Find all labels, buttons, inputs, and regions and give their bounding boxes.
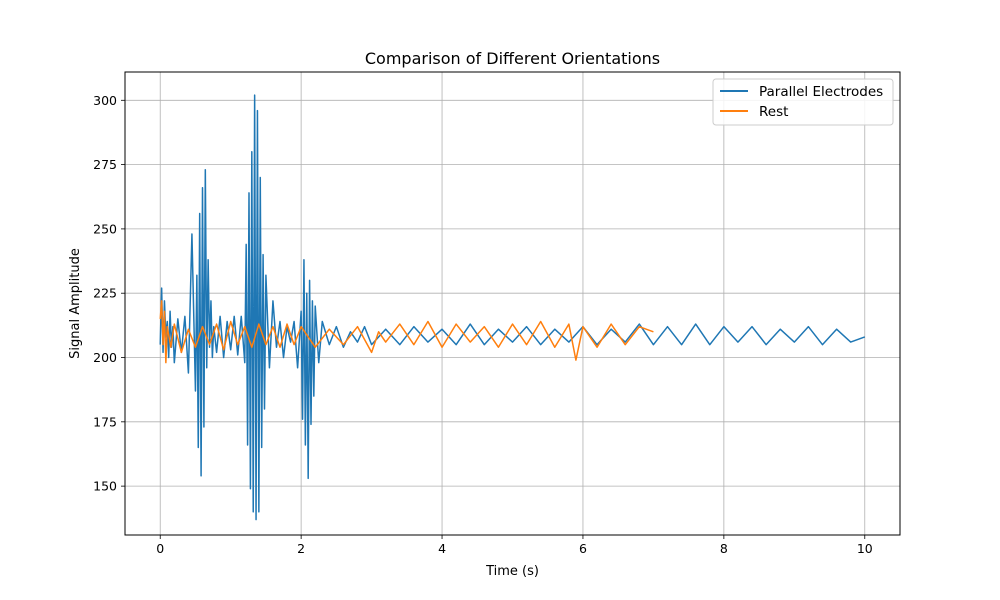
y-tick-label: 250: [93, 221, 117, 236]
y-tick-label: 225: [93, 286, 117, 301]
y-axis: 150 175 200 225 250 275 300: [93, 93, 125, 494]
x-axis-label: Time (s): [485, 564, 539, 579]
y-tick-label: 275: [93, 157, 117, 172]
y-tick-label: 200: [93, 350, 117, 365]
plot-area: [159, 94, 866, 521]
x-tick-label: 2: [297, 541, 305, 556]
legend-box: [712, 78, 894, 126]
x-tick-label: 4: [438, 541, 446, 556]
x-tick-label: 10: [857, 541, 873, 556]
series-layer: [159, 94, 866, 521]
x-tick-label: 6: [579, 541, 587, 556]
x-axis: 0 2 4 6 8 10: [156, 535, 873, 556]
legend-label-rest: Rest: [759, 104, 788, 120]
x-tick-label: 0: [156, 541, 164, 556]
y-tick-label: 300: [93, 93, 117, 108]
chart-title: Comparison of Different Orientations: [365, 49, 660, 68]
legend-label-parallel-electrodes: Parallel Electrodes: [759, 84, 883, 100]
y-axis-label: Signal Amplitude: [68, 248, 83, 359]
series-line-rest: [159, 300, 654, 364]
x-tick-label: 8: [720, 541, 728, 556]
plot-frame: [124, 71, 901, 536]
legend: Parallel Electrodes Rest: [712, 78, 894, 126]
y-tick-label: 175: [93, 414, 117, 429]
y-tick-label: 150: [93, 479, 117, 494]
